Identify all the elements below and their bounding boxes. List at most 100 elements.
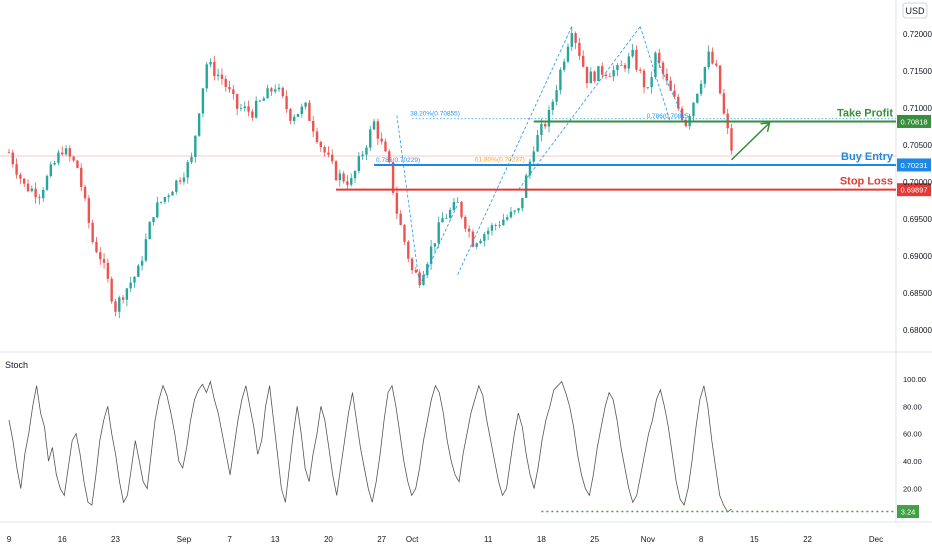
candle-body (118, 297, 121, 312)
candle-body (696, 93, 699, 103)
price-tick-label: 0.70000 (903, 178, 932, 187)
candle-body (106, 262, 110, 279)
candle-body (315, 131, 319, 143)
candle-body (528, 161, 532, 176)
candle-body (327, 152, 330, 155)
price-tick-label: 0.68000 (903, 326, 932, 335)
candle-body (559, 69, 562, 91)
candle-body (220, 74, 224, 79)
candle-body (422, 275, 425, 286)
candle-body (380, 138, 383, 142)
stoch-tick-label: 20.00 (903, 485, 922, 494)
time-tick-label: 11 (484, 535, 493, 544)
fib-trend-line (518, 26, 641, 190)
candle-body (262, 98, 265, 101)
candle-body (163, 197, 167, 202)
candle-body (581, 55, 585, 67)
candle-body (521, 197, 524, 209)
candle-body (49, 164, 53, 177)
candle-body (601, 66, 604, 75)
candle-body (494, 225, 497, 226)
candle-body (224, 78, 227, 87)
candle-body (627, 56, 631, 69)
candle-body (540, 123, 543, 135)
price-tick-label: 0.70500 (903, 141, 932, 150)
candle-body (216, 74, 220, 77)
candle-body (722, 93, 726, 114)
candle-body (289, 109, 292, 121)
candle-body (551, 101, 554, 110)
candle-body (346, 181, 349, 185)
candle-body (471, 231, 475, 247)
candle-body (448, 209, 452, 218)
candle-body (593, 71, 596, 82)
time-tick-label: 20 (324, 535, 333, 544)
candle-body (186, 162, 189, 178)
candle-body (513, 210, 516, 212)
candle-body (460, 201, 463, 217)
candle-body (140, 260, 144, 266)
price-tick-label: 0.71500 (903, 67, 932, 76)
candle-body (15, 164, 18, 175)
candle-body (483, 234, 486, 241)
fib-trend-line (396, 115, 421, 286)
candle-body (42, 189, 45, 199)
candle-body (156, 202, 159, 218)
candle-body (399, 213, 402, 225)
candle-body (566, 46, 570, 62)
time-tick-label: Sep (177, 535, 192, 544)
candle-body (677, 96, 680, 109)
candle-body (388, 151, 391, 163)
time-tick-label: 23 (111, 535, 120, 544)
candle-body (175, 180, 178, 192)
fib-trend-line (655, 55, 687, 123)
currency-badge[interactable] (902, 2, 928, 19)
time-tick-label: 8 (699, 535, 704, 544)
candle-body (91, 222, 94, 242)
fib-label-38: 38.20%(0.70855) (410, 111, 460, 118)
time-tick-label: 16 (58, 535, 67, 544)
candle-body (464, 216, 467, 229)
candle-body (308, 102, 311, 121)
price-tick-label: 0.72000 (903, 30, 932, 39)
candle-body (80, 167, 83, 187)
candle-body (517, 208, 520, 211)
candle-body (312, 120, 315, 132)
candle-body (239, 108, 243, 109)
target-arrow-line (730, 122, 771, 161)
candle-body (616, 64, 619, 71)
candle-body (102, 259, 106, 263)
candle-body (437, 222, 440, 244)
candle-body (296, 113, 300, 117)
price-axis: 0.72000 0.71500 0.71000 0.70500 0.70000 0.695… (903, 30, 932, 335)
stoch-tick-label: 100.00 (903, 375, 926, 384)
take-profit-label: Take Profit (837, 107, 893, 119)
candle-body (235, 94, 239, 109)
candle-body (570, 33, 573, 47)
candle-body (254, 100, 258, 118)
candle-body (456, 201, 459, 203)
time-tick-label: 18 (537, 535, 546, 544)
candle-body (64, 148, 68, 155)
fib-trend-line (457, 26, 573, 275)
candle-body (555, 90, 558, 102)
stop-loss-price-badge (897, 183, 931, 197)
candle-body (711, 51, 714, 64)
candle-body (194, 135, 197, 157)
candle-body (87, 198, 91, 223)
time-tick-label: Dec (869, 535, 883, 544)
stoch-tick-label: 80.00 (903, 402, 922, 411)
candle-body (323, 147, 326, 153)
candle-body (152, 217, 155, 223)
candle-body (350, 178, 353, 185)
candle-body (623, 65, 627, 69)
candle-body (543, 123, 547, 127)
candle-body (26, 183, 30, 192)
candle-body (159, 201, 163, 203)
candle-body (479, 240, 482, 244)
candle-body (167, 195, 170, 198)
candle-body (270, 88, 273, 92)
candle-body (190, 156, 193, 163)
stoch-line: 3.24 (8, 380, 919, 519)
candle-body (612, 70, 615, 77)
